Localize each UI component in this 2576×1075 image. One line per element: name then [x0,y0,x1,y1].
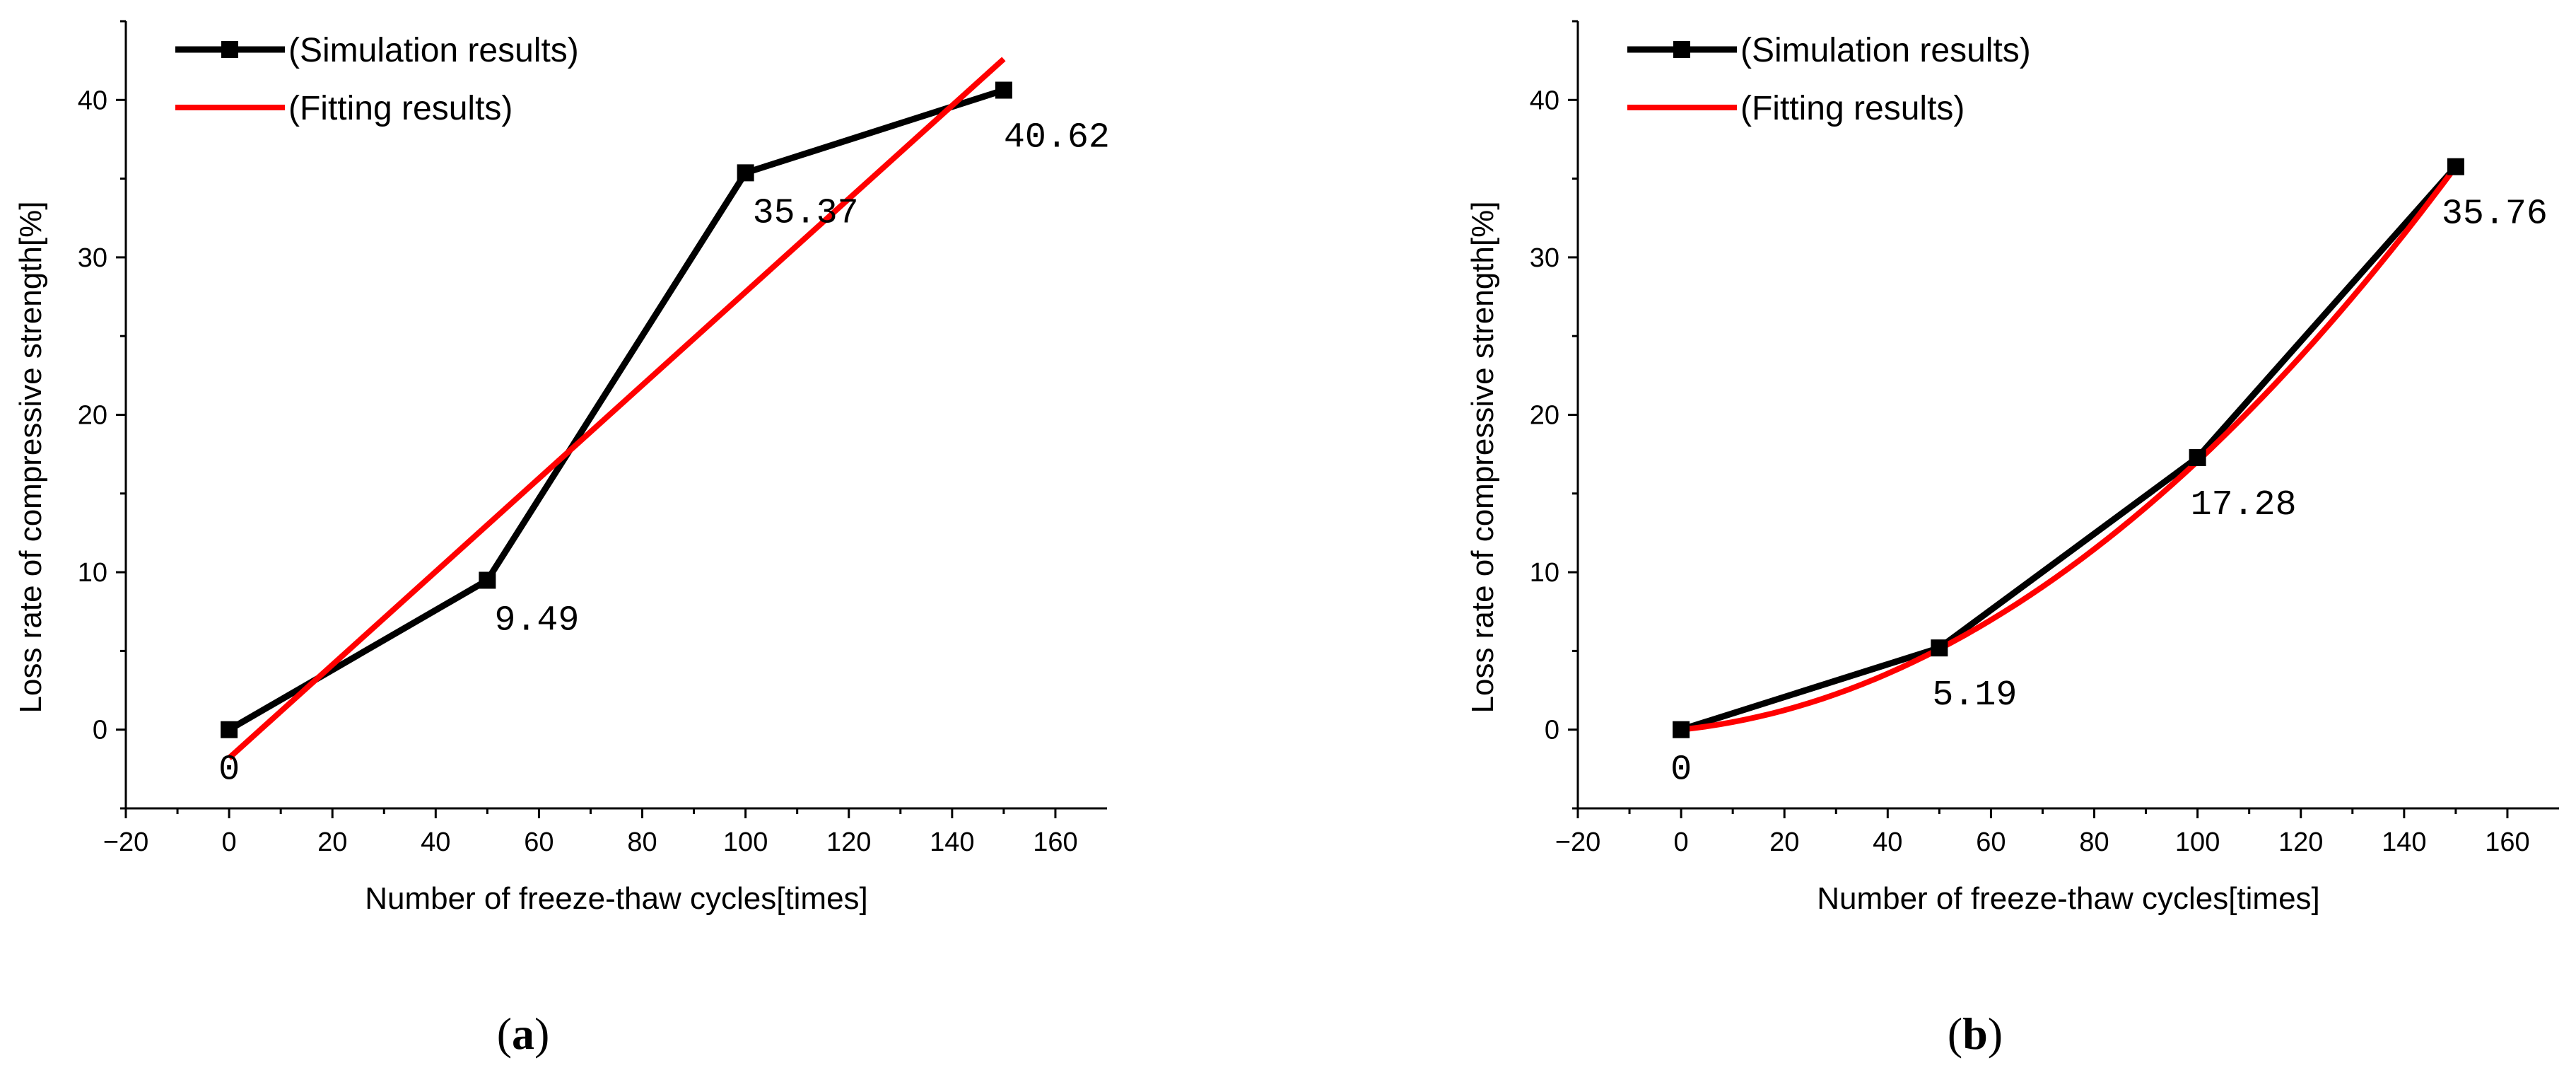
x-tick-label: 40 [1873,827,1902,857]
y-tick-label: 40 [1530,86,1559,115]
data-point-marker [221,721,238,738]
x-tick-label: 0 [1674,827,1689,857]
data-label: 40.62 [1004,117,1110,158]
data-point-marker [1673,721,1690,738]
legend-simulation-label: (Simulation results) [1740,32,2031,69]
x-tick-label: −20 [1555,827,1600,857]
series-fitting-line [227,57,1006,760]
y-tick-label: 10 [1530,558,1559,588]
chart-panel-b: −20 0 20 40 60 80 100 120 140 160 0 10 20 30 40 Number … [1465,20,2559,916]
data-point-marker [2447,158,2464,175]
x-tick-label: 160 [1033,827,1077,857]
x-tick-label: 60 [524,827,554,857]
legend-simulation-marker [221,41,238,58]
data-label: 35.37 [753,193,859,233]
panel-label-b-text: (b) [1948,1009,2003,1059]
data-label: 35.76 [2442,194,2548,235]
legend-fitting-label: (Fitting results) [288,90,513,127]
y-tick-label: 0 [1545,716,1559,745]
legend-simulation-label: (Simulation results) [288,32,579,69]
x-tick-label: 100 [723,827,768,857]
x-tick-label: 0 [222,827,237,857]
x-tick-label: 40 [421,827,450,857]
x-axis-title: Number of freeze-thaw cycles[times] [1817,881,2320,916]
data-point-marker [1931,639,1948,657]
data-label: 0 [1670,750,1692,791]
series-simulation-line [227,87,1005,733]
data-label: 9.49 [494,600,579,641]
y-tick-label: 30 [78,243,107,273]
legend-fitting-label: (Fitting results) [1740,90,1965,127]
y-axis-title: Loss rate of compressive strength[%] [13,202,48,714]
x-tick-label: 20 [317,827,347,857]
x-axis-title: Number of freeze-thaw cycles[times] [365,881,868,916]
x-tick-label: −20 [103,827,148,857]
panel-label-b: (b) [1948,1009,2003,1059]
data-label: 0 [218,750,240,791]
series-simulation-line [1680,164,2459,733]
x-tick-label: 160 [2485,827,2529,857]
y-tick-label: 40 [78,86,107,115]
x-tick-label: 80 [627,827,657,857]
x-tick-label: 140 [2382,827,2426,857]
y-tick-label: 20 [78,401,107,431]
x-tick-label: 100 [2175,827,2220,857]
y-tick-label: 10 [78,558,107,588]
x-tick-label: 80 [2079,827,2109,857]
legend-simulation-marker [1673,41,1690,58]
x-tick-label: 120 [826,827,871,857]
panel-label-a: (a) [497,1009,550,1059]
y-tick-label: 0 [93,716,107,745]
y-axis-title: Loss rate of compressive strength[%] [1465,202,1500,714]
x-tick-label: 20 [1769,827,1799,857]
data-point-marker [737,164,754,182]
x-tick-label: 140 [930,827,974,857]
y-tick-label: 20 [1530,401,1559,431]
chart-panel-a: −20 0 20 40 60 80 100 120 140 160 0 10 20 30 40 Number … [13,20,1110,916]
series-fitting-line [1680,165,2459,733]
data-label: 5.19 [1932,675,2017,716]
y-tick-label: 30 [1530,243,1559,273]
data-point-marker [995,81,1012,99]
data-point-marker [479,571,496,589]
panel-label-a-text: (a) [497,1009,550,1059]
x-tick-label: 60 [1976,827,2006,857]
data-label: 17.28 [2191,485,2297,525]
x-tick-label: 120 [2278,827,2323,857]
data-point-marker [2189,449,2206,467]
